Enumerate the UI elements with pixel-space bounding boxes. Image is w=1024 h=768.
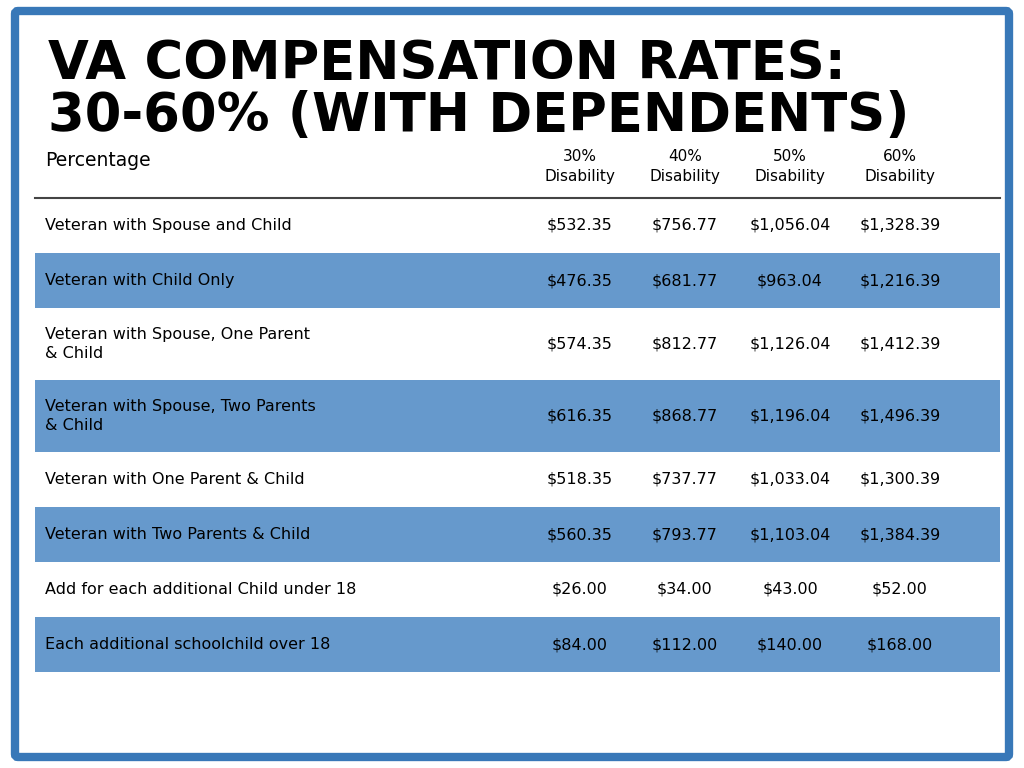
Text: $34.00: $34.00 bbox=[657, 582, 713, 597]
Text: 30-60% (WITH DEPENDENTS): 30-60% (WITH DEPENDENTS) bbox=[48, 90, 909, 142]
Text: $1,126.04: $1,126.04 bbox=[750, 336, 830, 352]
Text: Add for each additional Child under 18: Add for each additional Child under 18 bbox=[45, 582, 356, 597]
Text: Veteran with Spouse, Two Parents
& Child: Veteran with Spouse, Two Parents & Child bbox=[45, 399, 315, 433]
Text: Veteran with Child Only: Veteran with Child Only bbox=[45, 273, 234, 288]
Text: $26.00: $26.00 bbox=[552, 582, 608, 597]
Text: Veteran with Spouse, One Parent
& Child: Veteran with Spouse, One Parent & Child bbox=[45, 327, 310, 361]
Text: $518.35: $518.35 bbox=[547, 472, 613, 487]
Text: $868.77: $868.77 bbox=[652, 409, 718, 423]
Text: $1,384.39: $1,384.39 bbox=[859, 527, 941, 542]
Text: $84.00: $84.00 bbox=[552, 637, 608, 652]
Text: $793.77: $793.77 bbox=[652, 527, 718, 542]
Text: $1,496.39: $1,496.39 bbox=[859, 409, 941, 423]
Text: Each additional schoolchild over 18: Each additional schoolchild over 18 bbox=[45, 637, 331, 652]
Text: Percentage: Percentage bbox=[45, 151, 151, 170]
Text: $476.35: $476.35 bbox=[547, 273, 613, 288]
Text: $616.35: $616.35 bbox=[547, 409, 613, 423]
Text: $168.00: $168.00 bbox=[867, 637, 933, 652]
Bar bbox=[35, 253, 1000, 308]
Bar bbox=[35, 617, 1000, 672]
Text: $963.04: $963.04 bbox=[757, 273, 823, 288]
Text: 50%
Disability: 50% Disability bbox=[755, 149, 825, 184]
Text: $1,196.04: $1,196.04 bbox=[750, 409, 830, 423]
Text: $1,056.04: $1,056.04 bbox=[750, 218, 830, 233]
Text: $737.77: $737.77 bbox=[652, 472, 718, 487]
Text: Veteran with Two Parents & Child: Veteran with Two Parents & Child bbox=[45, 527, 310, 542]
Text: $1,412.39: $1,412.39 bbox=[859, 336, 941, 352]
Bar bbox=[35, 380, 1000, 452]
Text: $574.35: $574.35 bbox=[547, 336, 613, 352]
Text: $532.35: $532.35 bbox=[547, 218, 613, 233]
Text: $140.00: $140.00 bbox=[757, 637, 823, 652]
Text: 30%
Disability: 30% Disability bbox=[545, 149, 615, 184]
Text: $1,300.39: $1,300.39 bbox=[859, 472, 941, 487]
Text: $812.77: $812.77 bbox=[652, 336, 718, 352]
Text: $560.35: $560.35 bbox=[547, 527, 613, 542]
Text: $43.00: $43.00 bbox=[762, 582, 818, 597]
Text: $756.77: $756.77 bbox=[652, 218, 718, 233]
Text: $1,216.39: $1,216.39 bbox=[859, 273, 941, 288]
Bar bbox=[35, 507, 1000, 562]
Text: 40%
Disability: 40% Disability bbox=[649, 149, 721, 184]
Text: $1,328.39: $1,328.39 bbox=[859, 218, 941, 233]
Text: Veteran with One Parent & Child: Veteran with One Parent & Child bbox=[45, 472, 304, 487]
Text: VA COMPENSATION RATES:: VA COMPENSATION RATES: bbox=[48, 38, 846, 90]
Text: 60%
Disability: 60% Disability bbox=[864, 149, 936, 184]
Text: $52.00: $52.00 bbox=[872, 582, 928, 597]
Text: $1,033.04: $1,033.04 bbox=[750, 472, 830, 487]
Text: Veteran with Spouse and Child: Veteran with Spouse and Child bbox=[45, 218, 292, 233]
Text: $112.00: $112.00 bbox=[652, 637, 718, 652]
Text: $681.77: $681.77 bbox=[652, 273, 718, 288]
Text: $1,103.04: $1,103.04 bbox=[750, 527, 830, 542]
FancyBboxPatch shape bbox=[15, 11, 1009, 757]
